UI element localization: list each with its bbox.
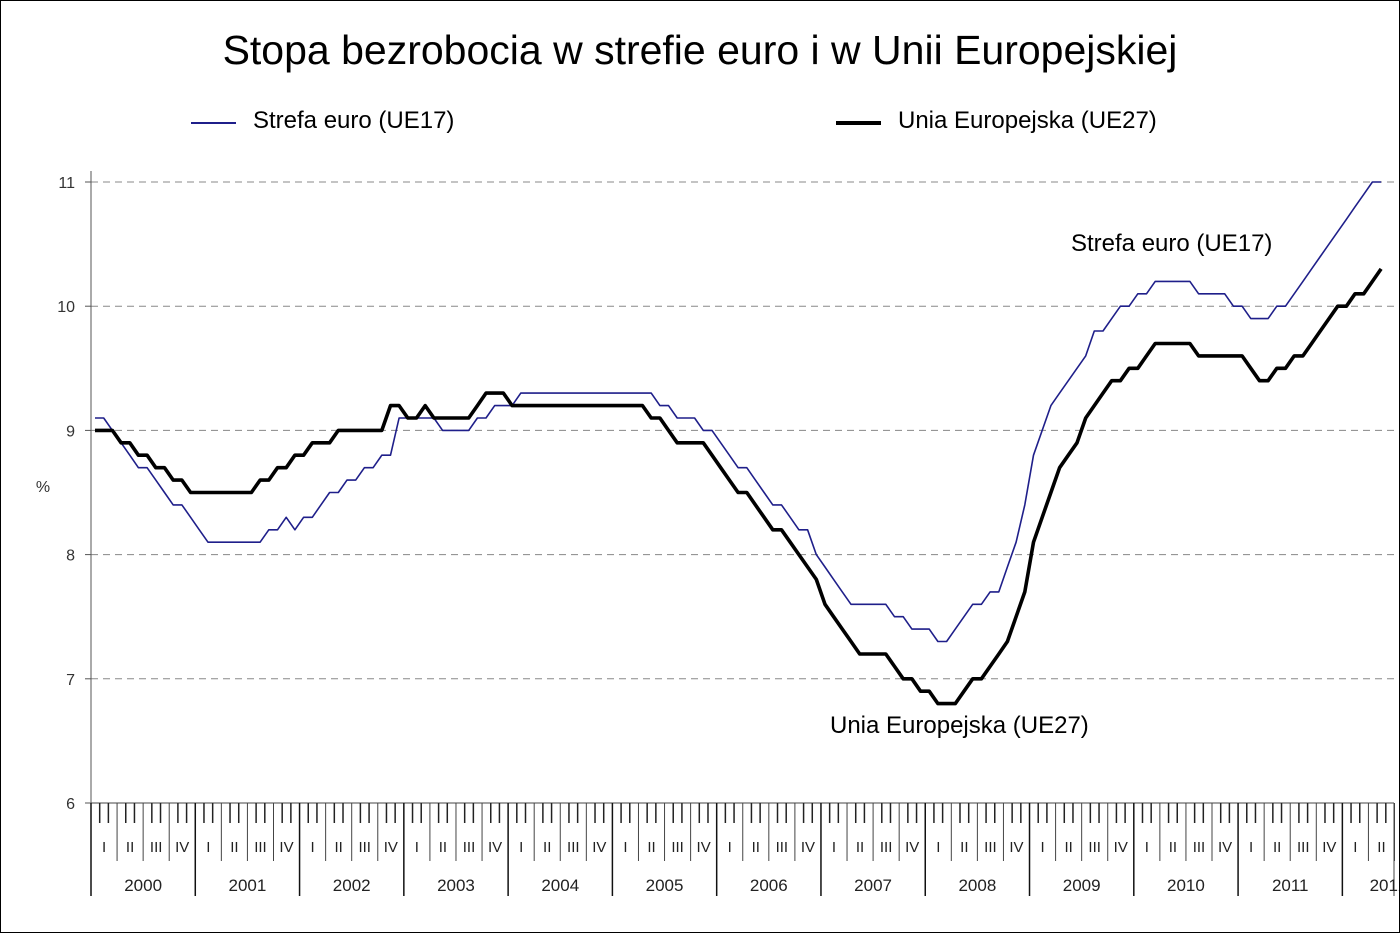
legend-label-euro: Strefa euro (UE17): [253, 107, 455, 134]
y-tick-label: 10: [57, 299, 75, 316]
quarter-label: IV: [801, 839, 815, 856]
quarter-label: II: [439, 839, 447, 856]
year-label: 2007: [854, 876, 892, 895]
quarter-label: I: [1040, 839, 1044, 856]
quarter-label: II: [856, 839, 864, 856]
series-line-eu: [95, 267, 1383, 706]
y-tick-label: 11: [58, 175, 75, 192]
y-tick-label: 9: [66, 423, 75, 440]
quarter-label: III: [254, 839, 267, 856]
quarter-label: I: [623, 839, 627, 856]
quarter-label: I: [832, 839, 836, 856]
legend-line-euro: [191, 122, 236, 124]
quarter-label: I: [519, 839, 523, 856]
quarter-label: II: [1273, 839, 1281, 856]
quarter-label: I: [415, 839, 419, 856]
chart-title: Stopa bezrobocia w strefie euro i w Unii…: [222, 27, 1178, 73]
quarter-label: I: [1249, 839, 1253, 856]
quarter-label: III: [1088, 839, 1101, 856]
year-label: 2010: [1167, 876, 1205, 895]
quarter-label: I: [936, 839, 940, 856]
quarter-label: III: [776, 839, 789, 856]
quarter-label: I: [728, 839, 732, 856]
y-tick-label: 7: [66, 672, 75, 689]
annotation-eu: Unia Europejska (UE27): [830, 712, 1089, 739]
quarter-label: IV: [175, 839, 189, 856]
y-axis-label: %: [36, 479, 50, 496]
quarter-label: II: [543, 839, 551, 856]
quarter-label: IV: [488, 839, 502, 856]
quarter-label: III: [880, 839, 893, 856]
quarter-label: II: [1064, 839, 1072, 856]
quarter-label: III: [358, 839, 371, 856]
year-label: 2011: [1272, 876, 1309, 895]
quarter-label: IV: [1114, 839, 1128, 856]
series-line-euro: [95, 181, 1382, 643]
y-tick-label: 6: [66, 796, 75, 813]
legend-label-eu: Unia Europejska (UE27): [898, 107, 1157, 134]
quarter-label: IV: [1218, 839, 1232, 856]
quarter-label: IV: [279, 839, 293, 856]
quarter-label: IV: [1322, 839, 1336, 856]
quarter-label: III: [984, 839, 997, 856]
quarter-label: I: [1145, 839, 1149, 856]
quarter-label: III: [1193, 839, 1206, 856]
year-label: 2001: [229, 876, 267, 895]
quarter-label: II: [230, 839, 238, 856]
quarter-label: II: [752, 839, 760, 856]
quarter-label: IV: [905, 839, 919, 856]
quarter-label: IV: [384, 839, 398, 856]
quarter-label: III: [463, 839, 476, 856]
year-label: 2005: [646, 876, 684, 895]
year-label: 2000: [124, 876, 162, 895]
legend-line-eu: [836, 121, 881, 125]
quarter-label: II: [647, 839, 655, 856]
quarter-label: III: [567, 839, 580, 856]
year-label: 2008: [958, 876, 996, 895]
year-label: 2006: [750, 876, 788, 895]
year-label: 2009: [1063, 876, 1101, 895]
quarter-label: III: [150, 839, 163, 856]
quarter-label: I: [102, 839, 106, 856]
quarter-label: IV: [697, 839, 711, 856]
quarter-label: II: [960, 839, 968, 856]
quarter-label: IV: [1009, 839, 1023, 856]
y-tick-label: 8: [66, 548, 75, 565]
quarter-label: I: [206, 839, 210, 856]
quarter-label: IV: [592, 839, 606, 856]
quarter-label: I: [1353, 839, 1357, 856]
year-label: 2003: [437, 876, 475, 895]
quarter-label: II: [126, 839, 134, 856]
year-label: 2002: [333, 876, 371, 895]
quarter-label: II: [1377, 839, 1385, 856]
quarter-label: III: [1297, 839, 1310, 856]
quarter-label: II: [334, 839, 342, 856]
quarter-label: III: [671, 839, 684, 856]
year-label: 2004: [541, 876, 579, 895]
quarter-label: II: [1169, 839, 1177, 856]
year-label: 2012: [1370, 876, 1399, 895]
quarter-label: I: [311, 839, 315, 856]
annotation-euro: Strefa euro (UE17): [1071, 230, 1273, 257]
